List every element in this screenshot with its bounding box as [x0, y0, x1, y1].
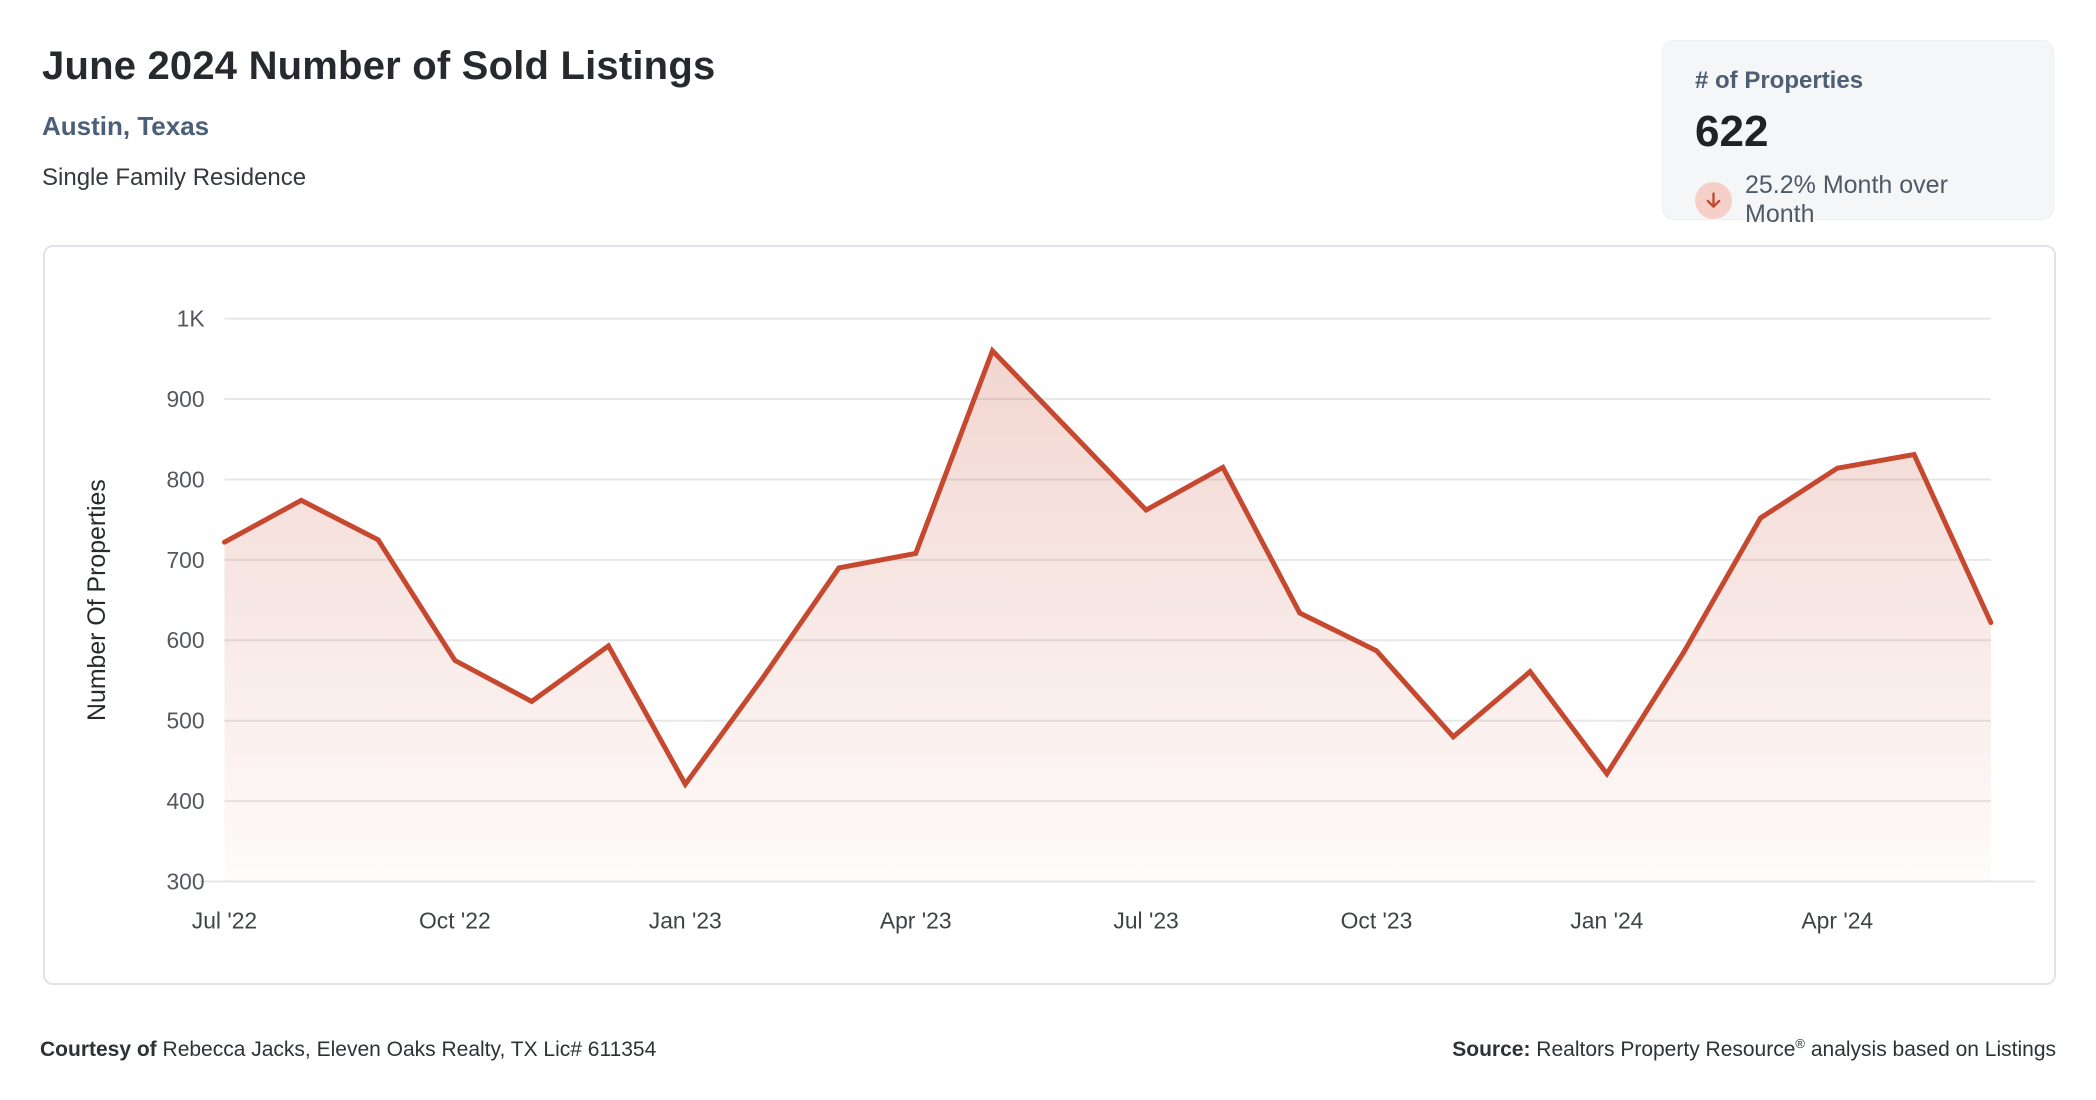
courtesy-note: Courtesy of Rebecca Jacks, Eleven Oaks R… [40, 1038, 656, 1062]
chart-card: 300 400 500 600 700 800 900 1K Jul '22 Oct '22 Jan… [43, 245, 2056, 985]
x-tick-label: Oct '22 [419, 907, 491, 933]
y-tick-label: 600 [166, 627, 204, 653]
stat-change-row: 25.2% Month over Month [1695, 171, 2021, 229]
stat-change-text: 25.2% Month over Month [1745, 171, 1948, 228]
report-header: June 2024 Number of Sold Listings Austin… [42, 44, 715, 192]
y-tick-label: 800 [166, 466, 204, 492]
x-tick-label: Jan '23 [649, 907, 722, 933]
source-note: Source: Realtors Property Resource® anal… [1452, 1036, 2056, 1062]
x-tick-label: Jul '22 [192, 907, 257, 933]
source-text: analysis based on Listings [1810, 1038, 2056, 1061]
x-tick-label: Jan '24 [1570, 907, 1643, 933]
y-tick-label: 700 [166, 547, 204, 573]
courtesy-text: Rebecca Jacks, Eleven Oaks Realty, TX Li… [162, 1038, 657, 1061]
x-tick-label: Oct '23 [1341, 907, 1413, 933]
page-title: June 2024 Number of Sold Listings [42, 44, 716, 88]
sold-listings-area-chart: 300 400 500 600 700 800 900 1K Jul '22 Oct '22 Jan… [83, 306, 2036, 933]
properties-stat-card: # of Properties 622 25.2% Month over Mon… [1662, 40, 2054, 228]
down-arrow-icon [1695, 181, 1732, 219]
report-footer: Courtesy of Rebecca Jacks, Eleven Oaks R… [40, 1036, 2056, 1062]
property-type-subtitle: Single Family Residence [42, 164, 307, 191]
source-label: Source: [1452, 1038, 1531, 1061]
y-tick-label: 500 [166, 708, 204, 734]
x-tick-label: Apr '23 [880, 907, 952, 933]
y-axis-title: Number Of Properties [83, 479, 111, 721]
courtesy-label: Courtesy of [40, 1038, 157, 1061]
stat-value: 622 [1695, 107, 1769, 156]
source-brand: Realtors Property Resource [1536, 1038, 1796, 1061]
area-fill [224, 350, 1991, 882]
trend-line [221, 346, 1994, 789]
y-tick-label: 1K [177, 306, 205, 332]
location-subtitle: Austin, Texas [42, 111, 210, 141]
y-tick-label: 900 [166, 386, 204, 412]
x-tick-label: Apr '24 [1801, 907, 1873, 933]
stat-label: # of Properties [1695, 67, 1864, 94]
y-tick-label: 300 [166, 869, 204, 895]
x-tick-label: Jul '23 [1113, 907, 1178, 933]
y-tick-label: 400 [166, 788, 204, 814]
registered-mark: ® [1795, 1036, 1805, 1051]
